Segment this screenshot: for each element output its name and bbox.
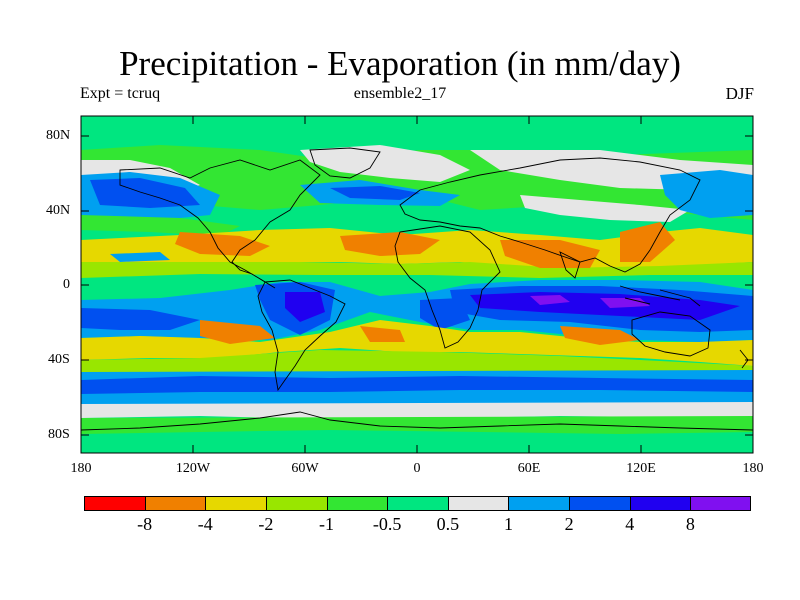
lon-label-120e: 120E [626, 461, 656, 476]
colorbar-swatch [569, 496, 631, 511]
pe-field [81, 116, 753, 453]
field-maritime-peak [530, 295, 650, 308]
coast-eurasia [399, 157, 701, 273]
experiment-label: Expt = tcruq [80, 85, 161, 102]
colorbar-swatch [326, 496, 388, 511]
field-eurasia-gray [520, 195, 690, 222]
field-atlantic-dry [340, 232, 440, 256]
field-nh-subtropics-green [81, 262, 753, 278]
field-china-sea-dry [620, 222, 675, 262]
lon-label-180w: 180 [70, 461, 92, 476]
coastlines [81, 147, 753, 431]
colorbar-swatch [84, 496, 146, 511]
coast-south-america [257, 279, 346, 392]
field-sh-subtropics-yellow [81, 320, 753, 366]
field-arctic-gray-2 [300, 145, 470, 182]
colorbar-label: 8 [685, 514, 695, 534]
field-sh-dry-indian [560, 326, 640, 345]
lon-label-60w: 60W [291, 461, 319, 476]
coast-india [559, 251, 581, 279]
lat-label-80n: 80N [46, 128, 71, 143]
colorbar-label: -0.5 [372, 514, 402, 534]
axis-ticks [81, 116, 753, 453]
field-pacific-dry [175, 232, 270, 256]
colorbar-label: 1 [503, 514, 513, 534]
colorbar-swatch [205, 496, 267, 511]
field-so-deep-band [81, 376, 753, 394]
ensemble-label: ensemble2_17 [353, 85, 447, 102]
field-itcz-blue [81, 308, 200, 330]
lat-label-40s: 40S [48, 352, 70, 367]
field-amazon-core [285, 292, 325, 322]
lat-label-40n: 40N [46, 203, 71, 218]
field-sh-green-band [81, 350, 753, 372]
colorbar-swatch [629, 496, 691, 511]
coast-maritime [619, 285, 701, 307]
field-sh-dry-pacific [200, 320, 275, 344]
colorbar-swatch [690, 496, 752, 511]
lon-label-60e: 60E [517, 461, 541, 476]
colorbar-swatch [447, 496, 509, 511]
coast-north-america [119, 159, 321, 289]
colorbar-swatch [265, 496, 328, 511]
lon-label-180e: 180 [742, 461, 764, 476]
field-arabia-dry [500, 240, 600, 268]
lon-label-0: 0 [413, 461, 421, 476]
field-africa-wet [420, 298, 470, 330]
colorbar-swatch [387, 496, 449, 511]
field-hawaii-blue [110, 252, 170, 262]
colorbar-label: -2 [258, 514, 274, 534]
field-pacific-storm-core [90, 178, 200, 208]
colorbar-swatch [508, 496, 570, 511]
field-north-pacific-green [81, 215, 240, 236]
coast-greenland [309, 147, 381, 179]
lat-label-80s: 80S [48, 427, 70, 442]
colorbar-label: 2 [564, 514, 574, 534]
coast-antarctica [81, 411, 753, 431]
colorbar-label: 4 [625, 514, 635, 534]
field-kuroshio [660, 170, 753, 218]
colorbar-label: 0.5 [436, 514, 460, 534]
colorbar-label: -1 [319, 514, 335, 534]
season-label: DJF [725, 84, 754, 103]
lon-label-120w: 120W [175, 461, 211, 476]
field-antarctic-teal [81, 430, 753, 453]
field-sh-dry-atlantic [360, 326, 405, 342]
colorbar-swatch [144, 496, 206, 511]
colorbar-label: -8 [137, 514, 153, 534]
chart-title: Precipitation - Evaporation (in mm/day) [119, 44, 681, 83]
coast-africa [394, 225, 501, 349]
lat-label-0: 0 [63, 277, 70, 292]
field-atlantic-storm-core [330, 186, 420, 200]
coast-australia [631, 311, 711, 357]
field-so-gray [81, 402, 753, 420]
colorbar-label: -4 [197, 514, 213, 534]
